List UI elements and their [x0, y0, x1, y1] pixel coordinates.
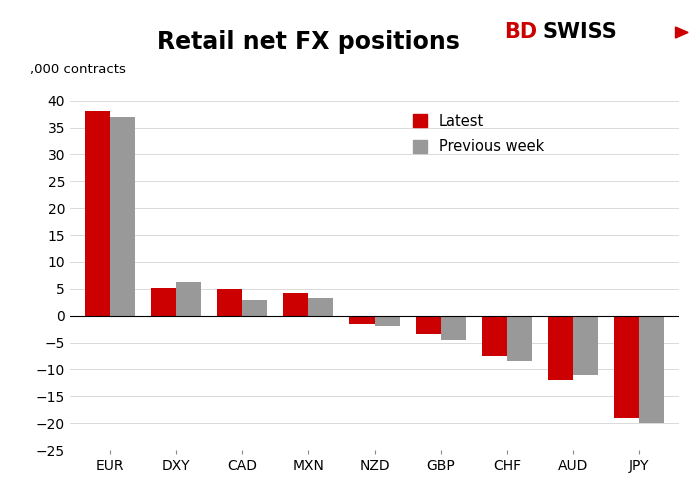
Bar	[507, 316, 532, 362]
Text: BD: BD	[504, 22, 537, 42]
Bar	[283, 293, 308, 316]
Bar	[416, 316, 441, 334]
Bar	[374, 316, 400, 326]
Text: Retail net FX positions: Retail net FX positions	[157, 30, 459, 54]
Bar	[110, 117, 135, 316]
Bar	[308, 298, 333, 316]
Bar	[242, 300, 267, 316]
Bar	[639, 316, 664, 423]
Bar	[614, 316, 639, 418]
Bar	[349, 316, 375, 324]
Legend: Latest, Previous week: Latest, Previous week	[407, 108, 550, 160]
Bar	[176, 282, 201, 316]
Bar	[441, 316, 466, 340]
Bar	[150, 288, 176, 316]
Text: SWISS: SWISS	[542, 22, 617, 42]
Bar	[217, 289, 242, 316]
Bar	[548, 316, 573, 380]
Text: ,000 contracts: ,000 contracts	[30, 62, 126, 76]
Bar	[85, 112, 110, 316]
Bar	[482, 316, 507, 356]
Bar	[573, 316, 598, 375]
